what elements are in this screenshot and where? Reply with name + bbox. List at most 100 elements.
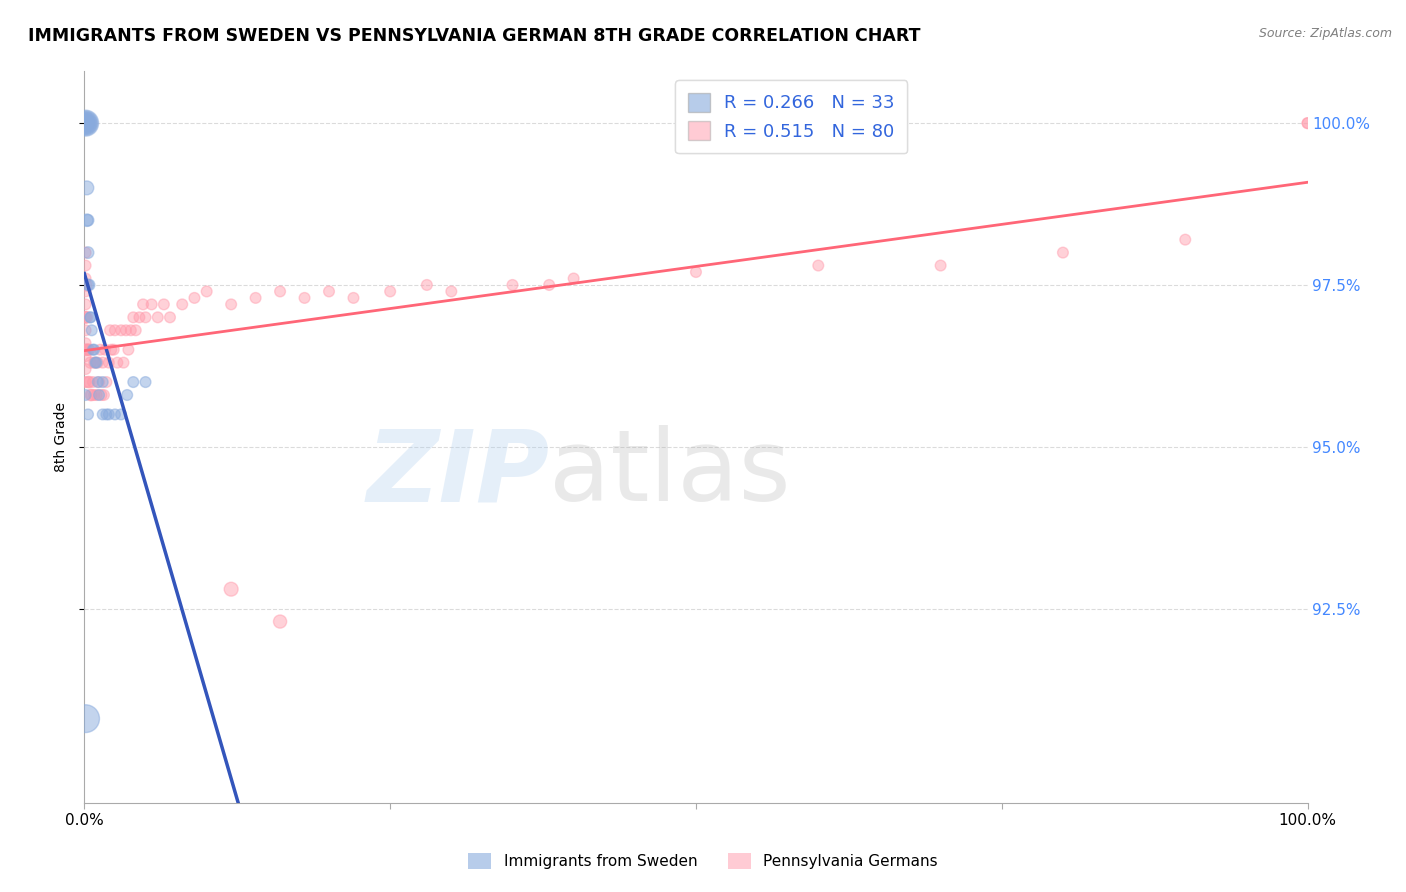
Point [929, 259, 952, 273]
Point [82, 343, 104, 357]
Legend: Immigrants from Sweden, Pennsylvania Germans: Immigrants from Sweden, Pennsylvania Ger… [463, 847, 943, 875]
Point [75, 712, 97, 726]
Point [77, 375, 100, 389]
Point [416, 277, 439, 292]
Point [1052, 245, 1074, 260]
Point [195, 285, 218, 299]
Legend: R = 0.266   N = 33, R = 0.515   N = 80: R = 0.266 N = 33, R = 0.515 N = 80 [675, 80, 907, 153]
Point [75, 116, 97, 130]
Point [76, 310, 98, 325]
Point [122, 310, 145, 325]
Point [91, 375, 114, 389]
Point [172, 297, 194, 311]
Point [79, 310, 101, 325]
Text: ZIP: ZIP [366, 425, 550, 522]
Point [77, 343, 100, 357]
Text: atlas: atlas [550, 425, 790, 522]
Point [128, 310, 150, 325]
Point [97, 356, 120, 370]
Point [75, 362, 97, 376]
Point [83, 343, 105, 357]
Point [75, 116, 97, 130]
Point [82, 375, 104, 389]
Point [75, 271, 97, 285]
Point [87, 388, 110, 402]
Point [562, 271, 585, 285]
Point [219, 582, 242, 597]
Point [86, 388, 108, 402]
Point [75, 343, 97, 357]
Point [83, 388, 105, 402]
Point [100, 343, 122, 357]
Point [96, 375, 118, 389]
Point [141, 297, 163, 311]
Point [75, 116, 97, 130]
Point [1296, 116, 1319, 130]
Point [294, 291, 316, 305]
Point [98, 323, 121, 337]
Point [104, 408, 127, 422]
Y-axis label: 8th Grade: 8th Grade [53, 402, 67, 472]
Point [75, 388, 97, 402]
Point [75, 259, 97, 273]
Point [1296, 116, 1319, 130]
Point [110, 323, 132, 337]
Point [76, 213, 98, 227]
Point [77, 375, 100, 389]
Text: Source: ZipAtlas.com: Source: ZipAtlas.com [1258, 27, 1392, 40]
Point [103, 343, 125, 357]
Point [80, 323, 103, 337]
Point [685, 265, 707, 279]
Point [269, 285, 291, 299]
Text: IMMIGRANTS FROM SWEDEN VS PENNSYLVANIA GERMAN 8TH GRADE CORRELATION CHART: IMMIGRANTS FROM SWEDEN VS PENNSYLVANIA G… [28, 27, 921, 45]
Point [91, 356, 114, 370]
Point [135, 310, 157, 325]
Point [440, 285, 463, 299]
Point [94, 343, 117, 357]
Point [117, 343, 139, 357]
Point [75, 375, 97, 389]
Point [125, 323, 148, 337]
Point [96, 408, 118, 422]
Point [380, 285, 402, 299]
Point [502, 277, 524, 292]
Point [77, 343, 100, 357]
Point [75, 116, 97, 130]
Point [318, 285, 340, 299]
Point [87, 356, 110, 370]
Point [183, 291, 205, 305]
Point [122, 375, 145, 389]
Point [120, 323, 142, 337]
Point [110, 408, 132, 422]
Point [75, 285, 97, 299]
Point [93, 388, 115, 402]
Point [75, 116, 97, 130]
Point [159, 310, 181, 325]
Point [79, 388, 101, 402]
Point [76, 343, 98, 357]
Point [77, 213, 100, 227]
Point [79, 356, 101, 370]
Point [75, 310, 97, 325]
Point [75, 277, 97, 292]
Point [77, 277, 100, 292]
Point [538, 277, 561, 292]
Point [75, 116, 97, 130]
Point [153, 297, 176, 311]
Point [75, 349, 97, 363]
Point [84, 356, 107, 370]
Point [87, 375, 110, 389]
Point [87, 375, 110, 389]
Point [75, 336, 97, 351]
Point [84, 356, 107, 370]
Point [91, 408, 114, 422]
Point [112, 356, 135, 370]
Point [77, 245, 100, 260]
Point [86, 356, 108, 370]
Point [104, 323, 127, 337]
Point [75, 245, 97, 260]
Point [77, 408, 100, 422]
Point [77, 277, 100, 292]
Point [75, 323, 97, 337]
Point [83, 356, 105, 370]
